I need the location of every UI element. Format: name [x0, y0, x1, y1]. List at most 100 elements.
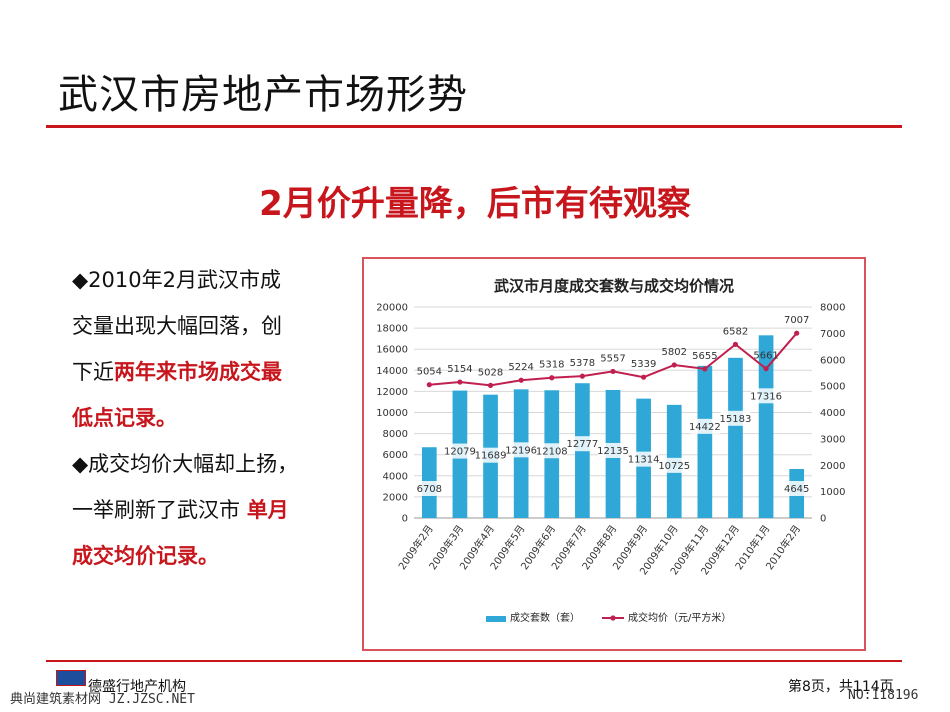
price-point [763, 366, 769, 372]
y-right-tick-label: 4000 [820, 408, 845, 419]
y-left-tick-label: 20000 [376, 303, 408, 314]
bullet-1-line-3-a: 下近 [72, 360, 114, 384]
legend-bar-label: 成交套数（套） [510, 611, 580, 624]
y-right-tick-label: 3000 [820, 434, 845, 445]
price-data-label: 5802 [662, 347, 687, 358]
y-right-tick-label: 2000 [820, 461, 845, 472]
slide-subtitle: 2月价升量降，后市有待观察 [259, 184, 691, 224]
bar-label-bg [628, 451, 659, 467]
price-data-label: 5224 [508, 362, 533, 373]
bar-label-bg [536, 443, 567, 459]
price-point [610, 368, 616, 375]
price-point [641, 374, 647, 380]
bar-data-label: 12108 [536, 446, 568, 457]
bullet-2-line-1: ◆成交均价大幅却上扬， [72, 452, 299, 476]
legend-line-label: 成交均价（元/平方米） [628, 611, 731, 624]
bar-data-label: 17316 [750, 391, 782, 402]
bullet-1-line-1: ◆2010年2月武汉市成 [72, 268, 281, 292]
y-right-tick-label: 0 [820, 514, 826, 525]
y-right-tick-label: 7000 [820, 329, 845, 340]
bar-data-label: 12079 [444, 447, 476, 458]
price-data-label: 5655 [692, 351, 717, 362]
price-data-label: 5318 [539, 360, 564, 371]
bullet-1-highlight: 两年来市场成交最 [114, 360, 282, 384]
bullet-1-line-3: 下近两年来市场成交最 [72, 349, 362, 395]
bar-data-label: 12777 [566, 439, 598, 450]
price-data-label: 5054 [417, 367, 442, 378]
bar-data-label: 12196 [505, 445, 537, 456]
bullet-1-line-2: 交量出现大幅回落，创 [72, 314, 282, 338]
price-data-label: 7007 [784, 315, 809, 326]
y-right-tick-label: 1000 [820, 487, 845, 498]
y-left-tick-label: 8000 [383, 429, 408, 440]
bar-label-bg [659, 457, 690, 473]
chart-frame: 武汉市月度成交套数与成交均价情况 0 2000 4000 6000 8000 10000 12… [362, 257, 866, 651]
bar-label-bg [781, 481, 812, 496]
price-point [457, 379, 463, 385]
price-data-label: 5557 [600, 353, 625, 364]
bar-label-bg [689, 418, 720, 434]
bar-data-label: 6708 [417, 484, 442, 495]
y-left-tick-label: 6000 [383, 450, 408, 461]
bar-data-label: 14422 [689, 422, 721, 433]
company-name: 德盛行地产机构 [88, 679, 186, 695]
price-point [426, 382, 432, 388]
bar [697, 365, 713, 518]
price-data-label: 5028 [478, 367, 503, 378]
bar-label-bg [414, 481, 445, 496]
footer-rule [46, 660, 902, 662]
bar-data-label: 4645 [784, 484, 809, 495]
price-point [549, 375, 555, 381]
bar [758, 335, 774, 518]
price-data-label: 5661 [753, 351, 778, 362]
bar-label-bg [444, 443, 475, 459]
y-left-tick-label: 10000 [376, 408, 408, 419]
y-left-tick-label: 4000 [383, 471, 408, 482]
bullet-1-line-4: 低点记录。 [72, 406, 177, 430]
bullet-2-highlight: 单月 [246, 498, 289, 522]
bullet-2-line-2: 一举刷新了武汉市 单月 [72, 487, 362, 533]
bar-label-bg [751, 388, 782, 404]
bar-label-bg [720, 410, 751, 426]
bar-data-label: 11689 [475, 451, 507, 462]
price-point [732, 341, 739, 347]
bar-label-bg [506, 442, 537, 458]
legend-bar-swatch [486, 616, 506, 622]
bar-label-bg [598, 442, 628, 458]
price-point [579, 373, 585, 379]
price-data-label: 5154 [447, 364, 472, 375]
bar-label-bg [567, 436, 598, 452]
price-point [794, 330, 800, 336]
bar-data-label: 10725 [658, 461, 690, 472]
chart-title: 武汉市月度成交套数与成交均价情况 [494, 277, 734, 295]
y-right-tick-label: 8000 [820, 303, 845, 314]
price-point [487, 382, 494, 388]
combo-chart: 武汉市月度成交套数与成交均价情况020004000600080001000012… [376, 277, 845, 624]
y-left-tick-label: 0 [402, 514, 408, 525]
bullet-text: ◆2010年2月武汉市成 交量出现大幅回落，创 下近两年来市场成交最 低点记录。… [72, 257, 362, 579]
bar-data-label: 12135 [597, 446, 629, 457]
watermark-right: NO:118196 [848, 688, 919, 703]
y-left-tick-label: 16000 [376, 345, 408, 356]
bullet-2-line-2-a: 一举刷新了武汉市 [72, 498, 247, 522]
y-right-tick-label: 6000 [820, 355, 845, 366]
price-data-label: 5378 [570, 358, 595, 369]
bar-data-label: 11314 [628, 455, 660, 466]
price-point [518, 377, 524, 383]
price-data-label: 6582 [723, 326, 748, 337]
y-left-tick-label: 14000 [376, 366, 408, 377]
bar [728, 357, 743, 518]
slide-title: 武汉市房地产市场形势 [58, 72, 468, 118]
bar-label-bg [475, 447, 506, 463]
company-logo [56, 670, 86, 686]
y-left-tick-label: 12000 [376, 387, 408, 398]
price-point [671, 362, 677, 368]
price-point [702, 366, 708, 372]
page-number: 第8页，共114页 [788, 679, 894, 695]
bar-data-label: 15183 [720, 414, 752, 425]
y-left-tick-label: 2000 [383, 492, 408, 503]
bullet-2-line-3: 成交均价记录。 [72, 544, 219, 568]
legend-line-marker [610, 615, 616, 621]
price-data-label: 5339 [631, 359, 656, 370]
y-left-tick-label: 18000 [376, 324, 408, 335]
